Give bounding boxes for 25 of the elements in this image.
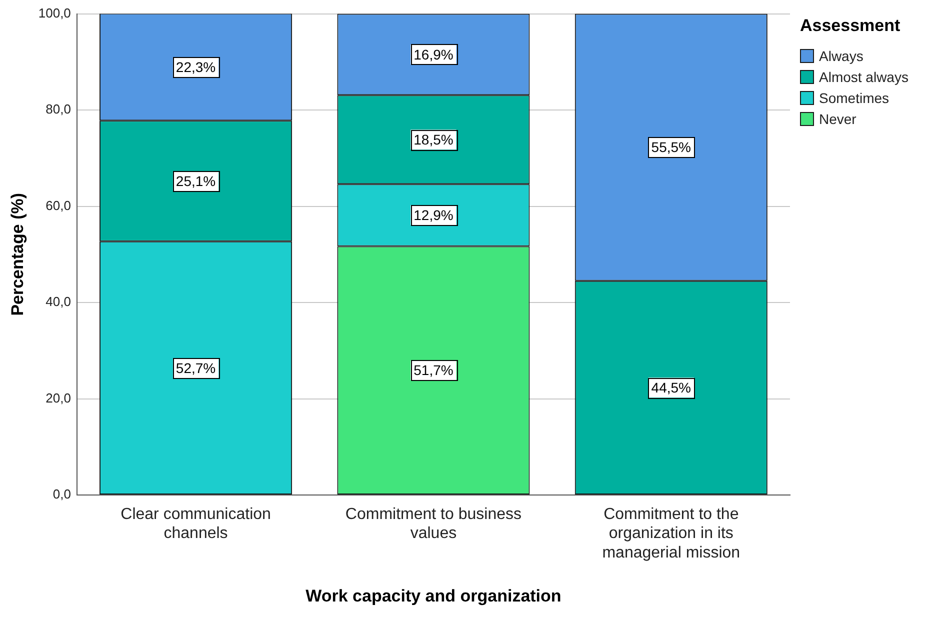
y-tick-label: 0,0 xyxy=(52,486,71,502)
data-label: 22,3% xyxy=(176,58,216,75)
y-tick-label: 40,0 xyxy=(46,294,71,310)
y-axis-title: Percentage (%) xyxy=(8,192,27,316)
y-tick-label: 100,0 xyxy=(38,5,71,20)
legend-label: Almost always xyxy=(819,68,908,84)
x-axis-title: Work capacity and organization xyxy=(306,586,562,606)
legend-label: Always xyxy=(819,48,864,64)
y-tick-label: 80,0 xyxy=(46,102,71,117)
data-label: 55,5% xyxy=(651,139,692,156)
legend-title: Assessment xyxy=(800,16,902,36)
y-tick-label: 60,0 xyxy=(46,198,71,213)
data-label: 52,7% xyxy=(176,360,216,376)
data-label: 12,9% xyxy=(414,207,454,224)
y-tick-label: 20,0 xyxy=(46,390,71,406)
data-label: 44,5% xyxy=(651,380,692,396)
x-tick-label: Clear communication channels xyxy=(120,506,271,542)
legend-label: Never xyxy=(819,110,856,126)
data-label: 16,9% xyxy=(414,46,454,62)
legend-label: Sometimes xyxy=(819,90,890,106)
x-tick-label: Commitment to business values xyxy=(345,506,522,542)
data-label: 25,1% xyxy=(176,172,216,189)
data-label: 18,5% xyxy=(414,131,454,148)
data-label: 51,7% xyxy=(414,362,454,378)
x-tick-label: Commitment to the organization in its managerial mission xyxy=(602,506,740,562)
